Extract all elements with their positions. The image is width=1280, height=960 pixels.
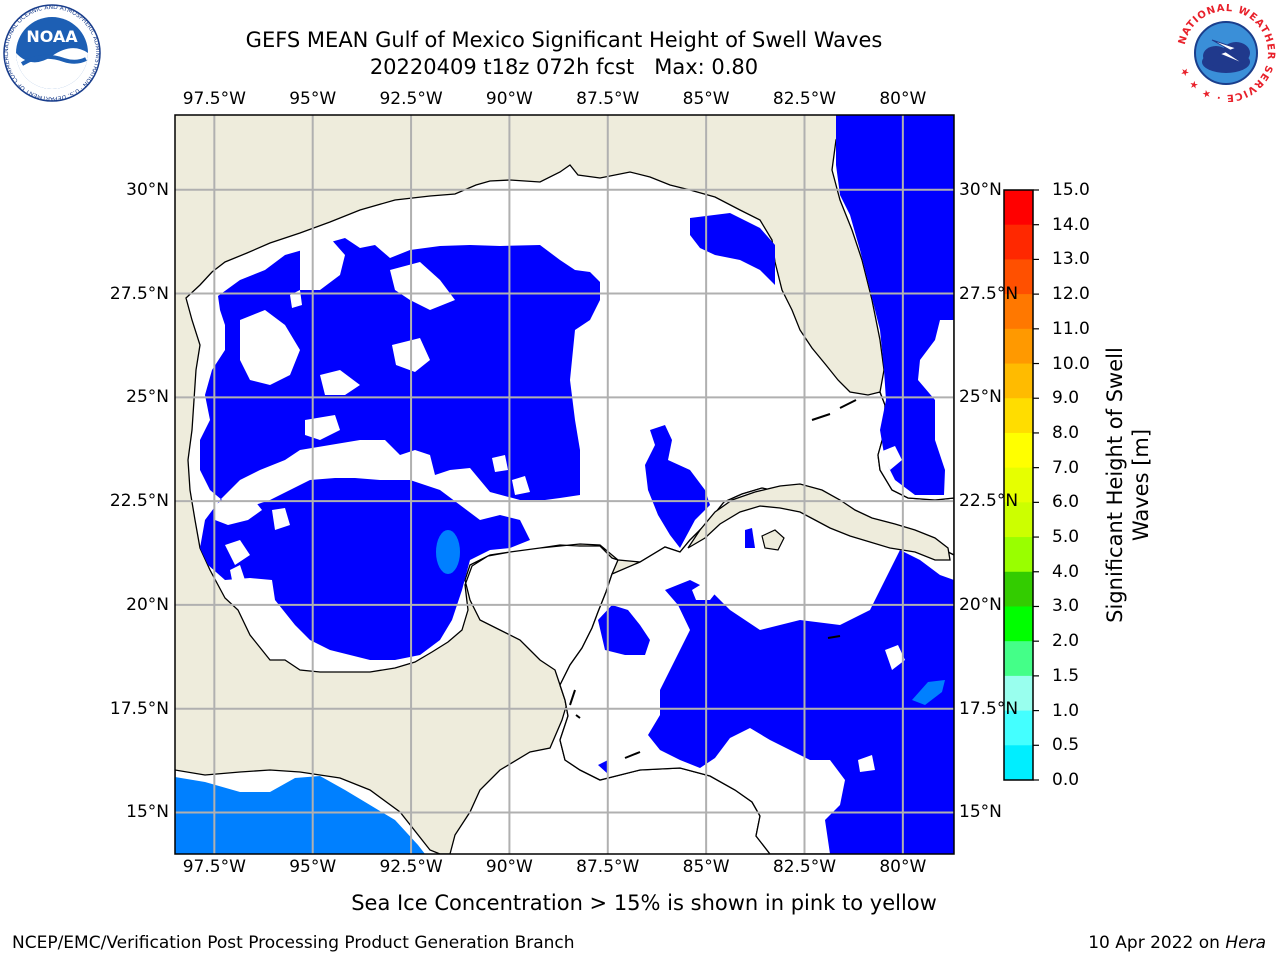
longitude-tick-label: 90°W <box>485 857 533 877</box>
swell-region-low <box>175 530 945 854</box>
colorbar-tick-label: 2.0 <box>1052 631 1080 652</box>
latitude-tick-label: 27.5°N <box>959 283 1019 304</box>
footer-date-host: 10 Apr 2022 on Hera <box>1088 933 1266 953</box>
colorbar <box>1003 189 1039 781</box>
latitude-tick-label: 20°N <box>126 594 169 615</box>
colorbar-tick-label: 0.5 <box>1052 735 1080 756</box>
longitude-tick-label: 97.5°W <box>182 857 246 877</box>
longitude-tick-label: 87.5°W <box>576 89 640 109</box>
sea-ice-note: Sea Ice Concentration > 15% is shown in … <box>351 891 937 915</box>
map-gridlines <box>175 115 954 854</box>
colorbar-segment <box>1004 675 1033 712</box>
colorbar-tick-label: 4.0 <box>1052 561 1080 582</box>
colorbar-segment <box>1004 537 1033 573</box>
colorbar-tick-label: 5.0 <box>1052 527 1080 548</box>
colorbar-segment <box>1004 606 1033 642</box>
latitude-tick-label: 22.5°N <box>109 491 169 512</box>
colorbar-tick-label: 15.0 <box>1052 180 1090 200</box>
footer-host: Hera <box>1225 933 1266 953</box>
longitude-tick-label: 80°W <box>879 857 927 877</box>
latitude-tick-label: 27.5°N <box>109 283 169 304</box>
colorbar-segment <box>1004 259 1033 295</box>
longitude-tick-label: 82.5°W <box>772 857 837 877</box>
colorbar-segment <box>1004 398 1033 434</box>
longitude-tick-label: 97.5°W <box>182 89 246 109</box>
colorbar-tick-label: 9.0 <box>1052 388 1080 409</box>
longitude-tick-label: 90°W <box>485 89 533 109</box>
longitude-tick-label: 95°W <box>289 857 337 877</box>
latitude-tick-label: 22.5°N <box>959 491 1019 512</box>
colorbar-tick-label: 1.0 <box>1052 700 1080 721</box>
colorbar-segment <box>1004 294 1033 330</box>
colorbar-segment <box>1004 363 1033 399</box>
colorbar-segment <box>1004 502 1033 538</box>
latitude-tick-label: 30°N <box>959 179 1002 200</box>
latitude-tick-label: 15°N <box>959 802 1002 823</box>
longitude-tick-label: 87.5°W <box>576 857 640 877</box>
longitude-tick-label: 92.5°W <box>379 857 443 877</box>
longitude-tick-label: 82.5°W <box>772 89 837 109</box>
chart-title: GEFS MEAN Gulf of Mexico Significant Hei… <box>245 28 883 52</box>
colorbar-segment <box>1004 224 1033 260</box>
colorbar-tick-label: 10.0 <box>1052 353 1090 374</box>
colorbar-tick-label: 11.0 <box>1052 318 1090 339</box>
latitude-tick-label: 30°N <box>126 179 169 200</box>
colorbar-tick-label: 0.0 <box>1052 770 1080 790</box>
colorbar-segment <box>1004 710 1033 746</box>
isla-de-la-juventud <box>761 529 785 551</box>
longitude-tick-label: 92.5°W <box>379 89 443 109</box>
colorbar-segment <box>1004 745 1033 781</box>
map-frame <box>174 114 955 855</box>
colorbar-tick-label: 3.0 <box>1052 596 1080 617</box>
footer-branch-credit: NCEP/EMC/Verification Post Processing Pr… <box>12 933 575 953</box>
footer-date: 10 Apr 2022 on <box>1088 933 1226 953</box>
colorbar-tick-label: 14.0 <box>1052 214 1090 235</box>
colorbar-segment <box>1004 190 1033 226</box>
colorbar-segment <box>1004 328 1033 365</box>
longitude-tick-label: 85°W <box>682 857 730 877</box>
longitude-tick-label: 85°W <box>682 89 730 109</box>
longitude-tick-label: 80°W <box>879 89 927 109</box>
cuba-island <box>687 483 951 561</box>
chart-subtitle: 20220409 t18z 072h fcst Max: 0.80 <box>369 55 759 79</box>
colorbar-tick-label: 13.0 <box>1052 249 1090 270</box>
latitude-tick-label: 17.5°N <box>109 698 169 719</box>
colorbar-segment <box>1004 467 1033 503</box>
colorbar-segment <box>1004 571 1033 607</box>
swell-region-lowest <box>200 115 954 854</box>
swell-region-holes <box>215 238 905 772</box>
noaa-logo-text: NOAA <box>26 27 78 46</box>
latitude-tick-label: 25°N <box>126 387 169 408</box>
latitude-tick-label: 25°N <box>959 387 1002 408</box>
nws-logo-icon: NATIONAL WEATHER SERVICE · ★ ★ ★ <box>1177 4 1275 102</box>
colorbar-frame <box>1003 189 1034 781</box>
colorbar-tick-label: 6.0 <box>1052 492 1080 513</box>
colorbar-label: Significant Height of Swell Waves [m] <box>1103 347 1153 623</box>
small-islands <box>569 399 857 759</box>
colorbar-tick-label: 12.0 <box>1052 284 1090 305</box>
latitude-tick-label: 17.5°N <box>959 698 1019 719</box>
longitude-tick-label: 95°W <box>289 89 337 109</box>
colorbar-segment <box>1004 432 1033 469</box>
colorbar-segment <box>1004 641 1033 677</box>
colorbar-tick-label: 8.0 <box>1052 422 1080 443</box>
latitude-tick-label: 15°N <box>126 802 169 823</box>
colorbar-tick-label: 1.5 <box>1052 665 1080 686</box>
noaa-logo-icon: NATIONAL OCEANIC AND ATMOSPHERIC ADMINIS… <box>2 4 101 102</box>
latitude-tick-label: 20°N <box>959 594 1002 615</box>
colorbar-tick-label: 7.0 <box>1052 457 1080 478</box>
